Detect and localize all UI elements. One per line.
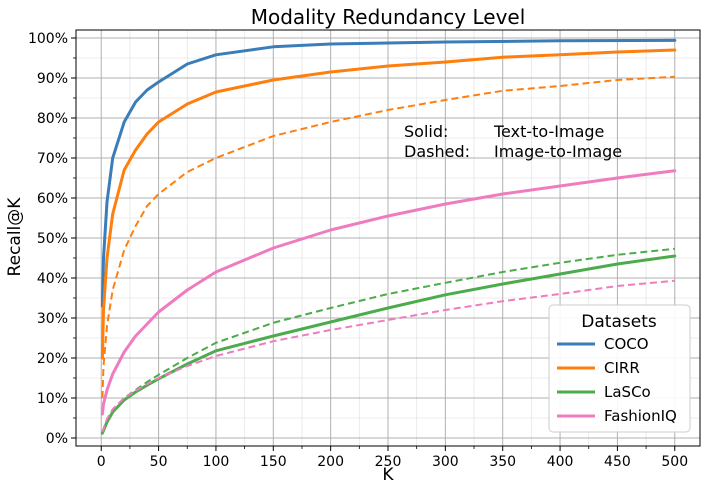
x-tick-label: 50 [150,454,168,470]
annotation-dashed-key: Dashed: [404,142,470,161]
annotation-solid-key: Solid: [404,122,448,141]
legend-box [548,304,691,433]
y-tick-label: 60% [37,191,68,207]
annotation-solid-value: Text-to-Image [493,122,604,141]
series-line-cirr-solid [100,48,677,360]
chart-title: Modality Redundancy Level [251,5,526,29]
x-tick-label: 350 [489,454,516,470]
x-tick-label: 150 [260,454,287,470]
y-tick-label: 90% [37,71,68,87]
x-tick-label: 300 [432,454,459,470]
series-line-fashioniq-dashed [101,279,675,433]
legend-label-fashioniq: FashionIQ [604,407,677,425]
annotation-dashed-value: Image-to-Image [494,142,622,161]
x-tick-label: 0 [97,454,106,470]
y-tick-label: 10% [37,391,68,407]
legend-entries: COCO CIRR LaSCo FashionIQ [557,335,677,425]
x-tick-label: 250 [375,454,402,470]
legend-title: Datasets [581,312,657,332]
legend-label-lasco: LaSCo [604,383,651,401]
series-line-fashioniq-solid [100,169,677,416]
series-line-lasco-solid [100,254,677,435]
legend: Datasets COCO CIRR LaSCo FashionIQ [548,304,691,433]
y-tick-label: 40% [37,271,68,287]
y-tick-label: 80% [37,111,68,127]
series-line-cirr-dashed [101,75,675,399]
legend-label-cirr: CIRR [604,359,640,377]
y-tick-label: 50% [37,231,68,247]
y-tick-label: 20% [37,351,68,367]
x-tick-label: 400 [547,454,574,470]
y-tick-label: 70% [37,151,68,167]
y-tick-label: 0% [46,431,68,447]
x-tick-label: 450 [604,454,631,470]
legend-label-coco: COCO [604,335,649,353]
x-tick-label: 500 [661,454,688,470]
series-lines [100,38,677,435]
x-tick-label: 200 [317,454,344,470]
y-tick-label: 30% [37,311,68,327]
y-axis-title: Recall@K [5,197,25,277]
x-tick-label: 100 [203,454,230,470]
y-tick-label: 100% [28,31,68,47]
solid-dashed-annotation: Solid: Text-to-Image Dashed: Image-to-Im… [404,122,622,161]
ticks: 0% 10% 20% 30% 40% 50% 60% 70% 80% 90% 100% 0 50 100 1… [28,31,688,470]
series-line-coco-solid [100,38,677,308]
x-axis-title: K [382,465,394,485]
